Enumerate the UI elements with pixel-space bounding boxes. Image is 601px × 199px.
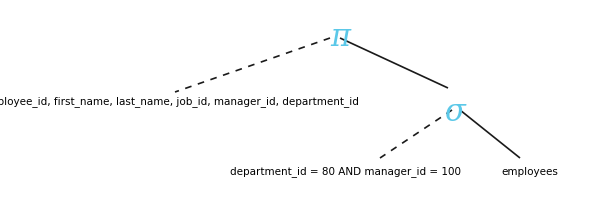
Text: π: π [330,22,350,53]
Text: employees: employees [502,167,558,177]
Text: σ: σ [445,97,465,128]
Text: employee_id, first_name, last_name, job_id, manager_id, department_id: employee_id, first_name, last_name, job_… [0,97,359,107]
Text: department_id = 80 AND manager_id = 100: department_id = 80 AND manager_id = 100 [230,167,460,178]
